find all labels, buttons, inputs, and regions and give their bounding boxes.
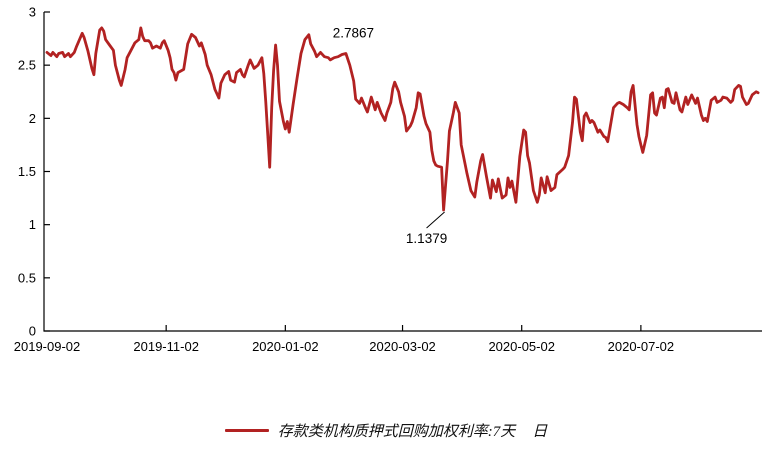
x-tick-label: 2020-07-02 bbox=[608, 339, 675, 354]
min-leader-line bbox=[426, 211, 445, 229]
max-value-label: 2.7867 bbox=[333, 26, 374, 41]
x-tick-label: 2019-11-02 bbox=[133, 339, 199, 354]
min-value-label: 1.1379 bbox=[406, 231, 447, 246]
chart-legend: 存款类机构质押式回购加权利率:7天 日 bbox=[0, 418, 772, 442]
axes bbox=[43, 12, 762, 332]
x-tick-label: 2020-01-02 bbox=[252, 339, 319, 354]
x-tick-label: 2020-03-02 bbox=[369, 339, 436, 354]
legend-frequency-label: 日 bbox=[532, 423, 548, 440]
annotation-min-value: 1.1379 bbox=[406, 211, 447, 246]
x-tick-label: 2019-09-02 bbox=[14, 339, 81, 354]
legend-line-swatch bbox=[224, 428, 269, 432]
legend-series-label: 存款类机构质押式回购加权利率:7天 bbox=[277, 423, 516, 440]
y-tick-label: 0.5 bbox=[18, 270, 36, 285]
y-tick-label: 0 bbox=[29, 324, 36, 339]
annotation-max-value: 2.7867 bbox=[333, 26, 374, 41]
y-tick-label: 1 bbox=[29, 217, 36, 232]
x-tick-label: 2020-05-02 bbox=[488, 339, 555, 354]
axis-lines bbox=[43, 12, 762, 332]
y-tick-label: 2 bbox=[29, 111, 36, 126]
y-tick-label: 1.5 bbox=[18, 164, 36, 179]
y-tick-label: 2.5 bbox=[18, 58, 36, 73]
y-tick-label: 3 bbox=[29, 5, 36, 20]
rate-line-series bbox=[45, 26, 760, 212]
x-axis-ticks: 2019-09-02 2019-11-02 2020-01-02 2020-03-02… bbox=[14, 325, 674, 354]
y-axis-ticks: 0 0.5 1 1.5 2 2.5 3 bbox=[18, 5, 50, 339]
